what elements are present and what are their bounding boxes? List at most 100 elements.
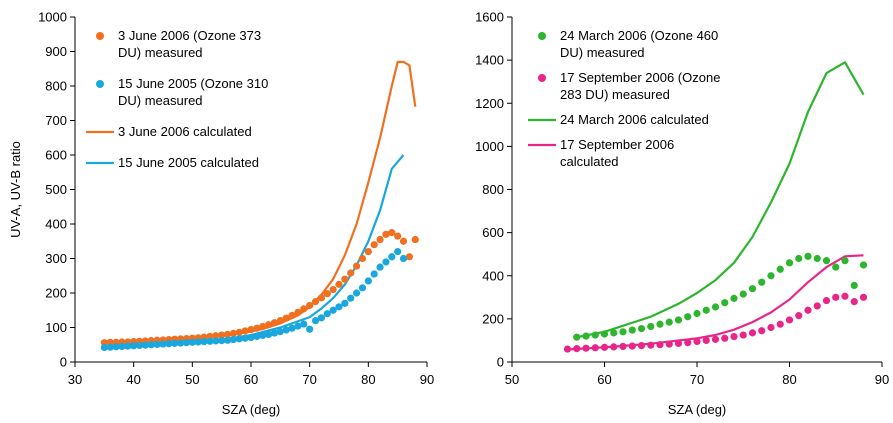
data-point [563, 345, 572, 353]
y-tick-label: 600 [45, 148, 67, 163]
y-tick-label: 1000 [475, 139, 504, 154]
data-point [212, 337, 220, 345]
y-tick-label: 600 [482, 225, 504, 240]
data-point [206, 337, 214, 345]
data-point [382, 258, 390, 266]
data-point [241, 327, 249, 335]
data-point [637, 324, 646, 333]
data-point [859, 293, 868, 301]
data-point [628, 326, 636, 334]
data-point [218, 337, 226, 345]
legend-label: DU) measured [560, 45, 645, 60]
data-point [600, 343, 609, 351]
data-point [311, 317, 320, 325]
data-point [859, 261, 868, 269]
data-point [194, 338, 202, 346]
data-point [394, 248, 402, 256]
data-point [358, 284, 367, 292]
data-point [353, 289, 361, 297]
data-point [582, 344, 590, 352]
data-point [235, 328, 243, 336]
data-point [804, 306, 812, 314]
data-point [347, 269, 355, 277]
data-point [711, 303, 720, 311]
data-point [253, 324, 261, 332]
x-tick-label: 60 [244, 372, 258, 387]
data-point [656, 320, 664, 328]
data-point [730, 332, 738, 341]
data-point [218, 331, 226, 339]
x-tick-label: 30 [68, 372, 82, 387]
data-point [135, 341, 144, 350]
data-point [177, 339, 185, 347]
y-tick-label: 1600 [475, 10, 504, 25]
data-point [265, 330, 273, 338]
data-point [317, 294, 325, 302]
data-point [165, 340, 173, 348]
data-point [758, 278, 766, 286]
legend-label: 283 DU) measured [560, 87, 670, 102]
data-point [822, 296, 831, 305]
data-point [832, 263, 840, 271]
data-point [300, 320, 308, 328]
legend-label: DU) measured [118, 45, 203, 60]
data-point [674, 316, 683, 324]
data-point [311, 298, 320, 306]
data-point [376, 235, 384, 244]
data-point [776, 265, 784, 273]
data-point [100, 343, 108, 352]
data-point [223, 330, 232, 338]
data-point [188, 338, 196, 346]
data-point [785, 259, 794, 267]
data-point [323, 310, 331, 318]
x-axis-label: SZA (deg) [668, 402, 727, 417]
data-point [600, 330, 609, 338]
data-point [684, 313, 692, 321]
series-line-3 [576, 61, 865, 339]
data-point [118, 342, 126, 351]
data-point [329, 285, 337, 294]
data-point [106, 343, 114, 351]
legend-label: 15 June 2005 calculated [118, 155, 259, 170]
data-point [112, 343, 120, 351]
data-point [358, 254, 367, 263]
data-point [341, 275, 349, 283]
data-point [300, 305, 308, 313]
data-point [573, 345, 581, 353]
data-point [702, 306, 710, 314]
data-point [394, 232, 402, 240]
legend-label: 24 March 2006 (Ozone 460 [560, 28, 718, 43]
data-point [795, 312, 803, 320]
data-point [619, 342, 627, 351]
data-point [721, 334, 729, 342]
data-point [159, 340, 167, 348]
data-point [739, 290, 747, 298]
x-tick-label: 80 [361, 372, 375, 387]
legend-label: calculated [560, 154, 619, 169]
y-tick-label: 1000 [38, 10, 67, 25]
x-tick-label: 80 [782, 372, 796, 387]
data-point [388, 229, 396, 237]
data-point [399, 237, 408, 245]
x-tick-label: 70 [690, 372, 704, 387]
data-point [270, 319, 279, 327]
data-point [171, 339, 179, 347]
data-point [619, 328, 627, 336]
y-tick-label: 400 [482, 268, 504, 283]
data-point [610, 343, 618, 351]
data-point [229, 335, 237, 344]
data-point [637, 342, 646, 350]
y-axis-label: UV-A, UV-B ratio [8, 141, 23, 238]
data-point [253, 332, 261, 341]
data-point [665, 340, 673, 348]
data-point [850, 281, 858, 290]
data-point [841, 257, 849, 265]
x-tick-label: 70 [302, 372, 316, 387]
data-point [306, 301, 314, 310]
y-tick-label: 100 [45, 320, 67, 335]
data-point [628, 342, 636, 350]
data-point [247, 333, 255, 342]
data-point [323, 290, 331, 298]
data-point [353, 262, 361, 270]
